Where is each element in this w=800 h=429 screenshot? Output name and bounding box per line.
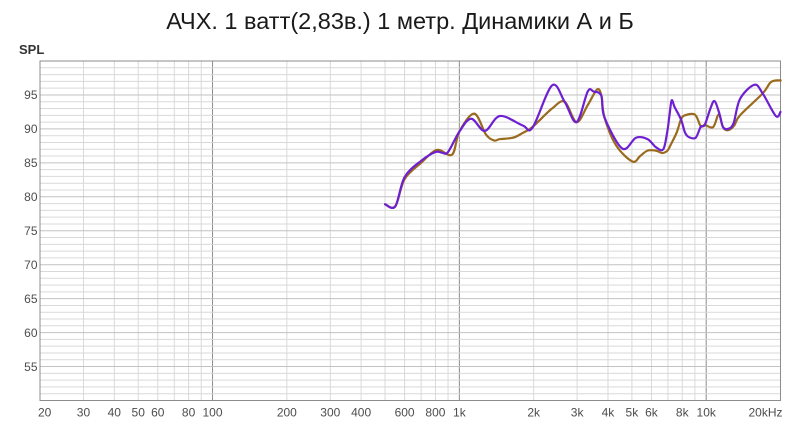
svg-text:2k: 2k	[527, 406, 541, 420]
svg-text:90: 90	[24, 122, 38, 136]
svg-text:6k: 6k	[645, 406, 659, 420]
svg-text:60: 60	[151, 406, 165, 420]
svg-text:400: 400	[351, 406, 371, 420]
svg-text:75: 75	[24, 224, 38, 238]
svg-text:10k: 10k	[697, 406, 717, 420]
svg-text:3k: 3k	[571, 406, 585, 420]
svg-text:20kHz: 20kHz	[748, 406, 782, 420]
svg-text:30: 30	[77, 406, 91, 420]
svg-text:80: 80	[182, 406, 196, 420]
svg-text:4k: 4k	[602, 406, 616, 420]
svg-text:95: 95	[24, 88, 38, 102]
svg-text:80: 80	[24, 190, 38, 204]
svg-text:600: 600	[395, 406, 415, 420]
svg-text:70: 70	[24, 258, 38, 272]
svg-text:20: 20	[38, 406, 52, 420]
svg-text:1k: 1k	[453, 406, 467, 420]
svg-text:40: 40	[108, 406, 122, 420]
svg-text:60: 60	[24, 326, 38, 340]
svg-text:5k: 5k	[626, 406, 640, 420]
svg-text:200: 200	[277, 406, 297, 420]
svg-text:50: 50	[132, 406, 146, 420]
svg-text:800: 800	[425, 406, 445, 420]
svg-text:300: 300	[320, 406, 340, 420]
svg-text:65: 65	[24, 292, 38, 306]
svg-text:100: 100	[203, 406, 223, 420]
svg-text:85: 85	[24, 156, 38, 170]
svg-text:8k: 8k	[676, 406, 690, 420]
svg-text:55: 55	[24, 360, 38, 374]
